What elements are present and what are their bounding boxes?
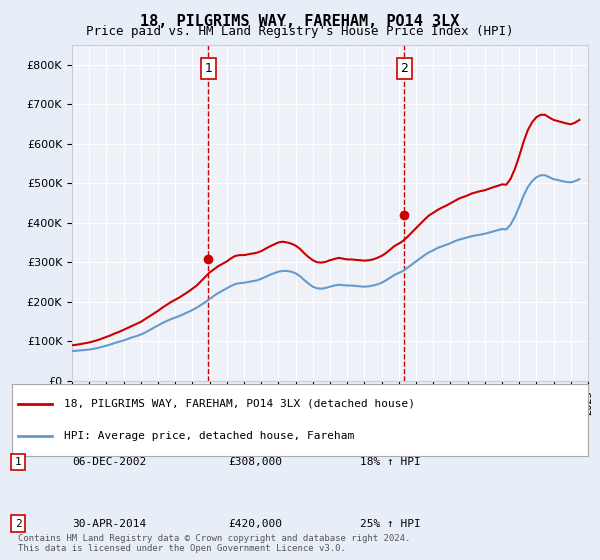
Text: 25% ↑ HPI: 25% ↑ HPI	[360, 519, 421, 529]
Text: Contains HM Land Registry data © Crown copyright and database right 2024.
This d: Contains HM Land Registry data © Crown c…	[18, 534, 410, 553]
Text: £420,000: £420,000	[228, 519, 282, 529]
Text: Price paid vs. HM Land Registry's House Price Index (HPI): Price paid vs. HM Land Registry's House …	[86, 25, 514, 38]
Text: 30-APR-2014: 30-APR-2014	[72, 519, 146, 529]
Text: 1: 1	[204, 62, 212, 75]
Text: HPI: Average price, detached house, Fareham: HPI: Average price, detached house, Fare…	[64, 431, 354, 441]
Text: 2: 2	[14, 519, 22, 529]
Text: 2: 2	[401, 62, 409, 75]
Text: £308,000: £308,000	[228, 457, 282, 467]
Text: 06-DEC-2002: 06-DEC-2002	[72, 457, 146, 467]
Text: 1: 1	[14, 457, 22, 467]
Text: 18% ↑ HPI: 18% ↑ HPI	[360, 457, 421, 467]
Text: 18, PILGRIMS WAY, FAREHAM, PO14 3LX (detached house): 18, PILGRIMS WAY, FAREHAM, PO14 3LX (det…	[64, 399, 415, 409]
Text: 18, PILGRIMS WAY, FAREHAM, PO14 3LX: 18, PILGRIMS WAY, FAREHAM, PO14 3LX	[140, 14, 460, 29]
